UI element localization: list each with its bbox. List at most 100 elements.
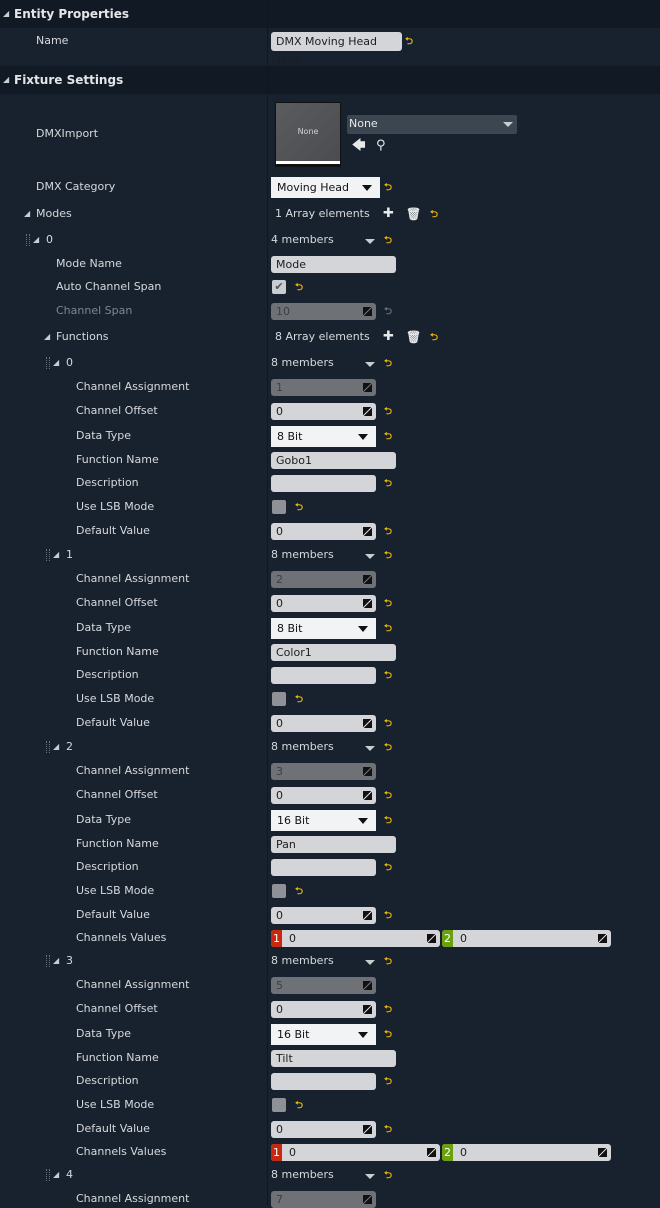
asset-value: None bbox=[349, 117, 378, 130]
column-splitter[interactable] bbox=[267, 0, 268, 1205]
data-type-dropdown[interactable]: 16 Bit bbox=[271, 1024, 376, 1045]
trash-icon[interactable]: 🗑 bbox=[406, 330, 422, 344]
function-name-input[interactable]: Gobo1 bbox=[271, 452, 396, 469]
dmx-category-dropdown[interactable]: Moving Head bbox=[271, 177, 380, 198]
default-value-input[interactable]: 0 bbox=[271, 1121, 376, 1138]
name-input[interactable]: DMX Moving Head Type bbox=[271, 32, 402, 67]
default-value-input[interactable]: 0 bbox=[271, 907, 376, 924]
drag-handle[interactable] bbox=[46, 1169, 50, 1181]
function-name-input[interactable]: Pan bbox=[271, 836, 396, 853]
reset-icon[interactable]: ⮌ bbox=[405, 36, 414, 47]
reset-icon[interactable]: ⮌ bbox=[384, 1076, 393, 1087]
reset-icon[interactable]: ⮌ bbox=[384, 358, 393, 369]
description-input[interactable] bbox=[271, 475, 376, 492]
channel-offset-input[interactable]: 0 bbox=[271, 787, 376, 804]
drag-handle[interactable] bbox=[46, 549, 50, 561]
chevron-down-icon[interactable] bbox=[365, 554, 375, 564]
channel-offset-input[interactable]: 0 bbox=[271, 1001, 376, 1018]
chevron-down-icon[interactable] bbox=[365, 239, 375, 249]
reset-icon[interactable]: ⮌ bbox=[384, 742, 393, 753]
reset-icon[interactable]: ⮌ bbox=[384, 431, 393, 442]
reset-icon[interactable]: ⮌ bbox=[384, 1124, 393, 1135]
reset-icon[interactable]: ⮌ bbox=[384, 1170, 393, 1181]
default-value-input[interactable]: 0 bbox=[271, 715, 376, 732]
drag-handle[interactable] bbox=[46, 357, 50, 369]
reset-icon[interactable]: ⮌ bbox=[384, 478, 393, 489]
reset-icon[interactable]: ⮌ bbox=[384, 718, 393, 729]
reset-icon[interactable]: ⮌ bbox=[384, 598, 393, 609]
reset-icon[interactable]: ⮌ bbox=[384, 862, 393, 873]
drag-handle[interactable] bbox=[26, 234, 30, 246]
reset-icon[interactable]: ⮌ bbox=[430, 209, 439, 220]
chevron-down-icon[interactable] bbox=[365, 746, 375, 756]
expand-triangle-icon[interactable]: ◢ bbox=[53, 742, 60, 751]
reset-icon[interactable]: ⮌ bbox=[295, 694, 304, 705]
expand-triangle-icon[interactable]: ◢ bbox=[44, 332, 51, 341]
reset-icon[interactable]: ⮌ bbox=[384, 815, 393, 826]
trash-icon[interactable]: 🗑 bbox=[406, 207, 422, 221]
function-name-input[interactable]: Tilt bbox=[271, 1050, 396, 1067]
expand-triangle-icon[interactable]: ◢ bbox=[33, 235, 40, 244]
asset-picker-combo[interactable]: None bbox=[347, 115, 517, 134]
reset-icon[interactable]: ⮌ bbox=[384, 526, 393, 537]
reset-icon[interactable]: ⮌ bbox=[384, 956, 393, 967]
reset-icon[interactable]: ⮌ bbox=[384, 623, 393, 634]
reset-icon[interactable]: ⮌ bbox=[384, 1029, 393, 1040]
reset-icon[interactable]: ⮌ bbox=[384, 670, 393, 681]
auto-channel-span-checkbox[interactable]: ✔ bbox=[272, 280, 286, 294]
reset-icon[interactable]: ⮌ bbox=[430, 332, 439, 343]
channel-offset-input[interactable]: 0 bbox=[271, 403, 376, 420]
use-selected-arrow-icon[interactable]: 🡄 bbox=[352, 138, 366, 153]
channel-assignment-label: Channel Assignment bbox=[76, 978, 190, 991]
reset-icon[interactable]: ⮌ bbox=[295, 1100, 304, 1111]
drag-handle[interactable] bbox=[46, 741, 50, 753]
field-value: 5 bbox=[276, 979, 283, 992]
use-lsb-checkbox[interactable] bbox=[272, 884, 286, 898]
channel-offset-input[interactable]: 0 bbox=[271, 595, 376, 612]
chevron-down-icon[interactable] bbox=[365, 1174, 375, 1184]
expand-triangle-icon[interactable]: ◢ bbox=[53, 550, 60, 559]
mode-name-input[interactable]: Mode bbox=[271, 256, 396, 273]
reset-icon[interactable]: ⮌ bbox=[295, 282, 304, 293]
reset-icon[interactable]: ⮌ bbox=[384, 182, 393, 193]
expand-triangle-icon[interactable]: ◢ bbox=[24, 209, 31, 218]
expand-triangle-icon[interactable]: ◢ bbox=[53, 1170, 60, 1179]
section-entity-properties[interactable]: ◢ Entity Properties bbox=[0, 0, 660, 28]
description-input[interactable] bbox=[271, 859, 376, 876]
description-input[interactable] bbox=[271, 1073, 376, 1090]
default-value-input[interactable]: 0 bbox=[271, 523, 376, 540]
reset-icon[interactable]: ⮌ bbox=[295, 886, 304, 897]
browse-search-icon[interactable]: ⚲ bbox=[376, 138, 386, 153]
reset-icon[interactable]: ⮌ bbox=[295, 502, 304, 513]
use-lsb-checkbox[interactable] bbox=[272, 692, 286, 706]
expand-triangle-icon[interactable]: ◢ bbox=[53, 956, 60, 965]
add-element-icon[interactable]: ✚ bbox=[383, 329, 394, 344]
chevron-down-icon[interactable] bbox=[365, 960, 375, 970]
reset-icon[interactable]: ⮌ bbox=[384, 406, 393, 417]
expand-triangle-icon[interactable]: ◢ bbox=[53, 358, 60, 367]
chevron-down-icon[interactable] bbox=[365, 362, 375, 372]
use-lsb-checkbox[interactable] bbox=[272, 500, 286, 514]
data-type-dropdown[interactable]: 8 Bit bbox=[271, 618, 376, 639]
section-fixture-settings[interactable]: ◢ Fixture Settings bbox=[0, 66, 660, 94]
use-lsb-checkbox[interactable] bbox=[272, 1098, 286, 1112]
data-type-dropdown[interactable]: 8 Bit bbox=[271, 426, 376, 447]
description-input[interactable] bbox=[271, 667, 376, 684]
add-element-icon[interactable]: ✚ bbox=[383, 206, 394, 221]
spin-icon bbox=[427, 1148, 436, 1157]
asset-thumbnail[interactable]: None bbox=[275, 102, 341, 167]
drag-handle[interactable] bbox=[46, 955, 50, 967]
reset-icon[interactable]: ⮌ bbox=[384, 550, 393, 561]
reset-icon[interactable]: ⮌ bbox=[384, 1004, 393, 1015]
field-value: 0 bbox=[276, 597, 283, 610]
data-type-label: Data Type bbox=[76, 429, 132, 442]
data-type-dropdown[interactable]: 16 Bit bbox=[271, 810, 376, 831]
function-name-input[interactable]: Color1 bbox=[271, 644, 396, 661]
reset-icon[interactable]: ⮌ bbox=[384, 235, 393, 246]
reset-icon[interactable]: ⮌ bbox=[384, 910, 393, 921]
reset-icon[interactable]: ⮌ bbox=[384, 790, 393, 801]
